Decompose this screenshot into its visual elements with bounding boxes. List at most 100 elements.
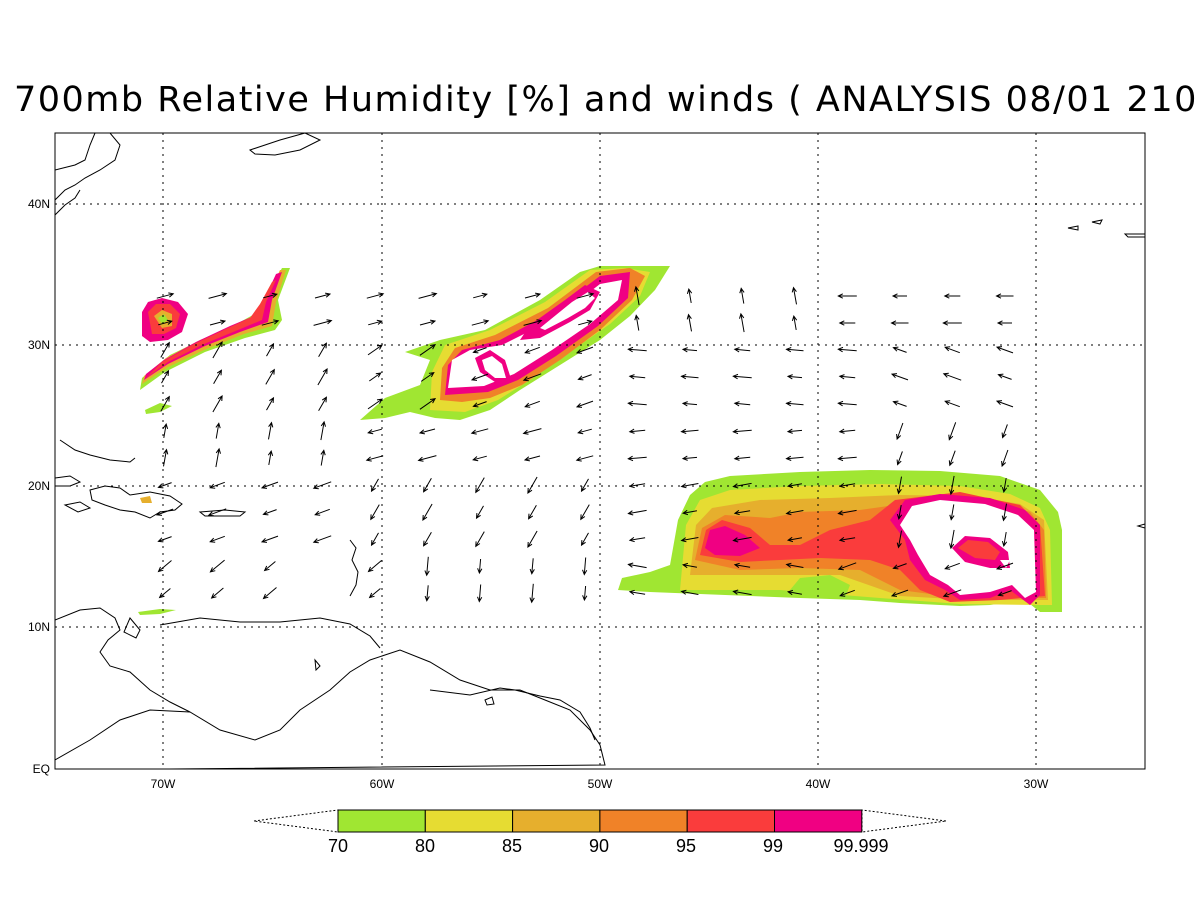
colorbar-swatch — [686, 809, 776, 833]
wind-arrow — [577, 374, 592, 381]
wind-arrow — [157, 482, 172, 489]
wind-arrow — [785, 347, 804, 353]
colorbar-swatch — [774, 809, 863, 833]
wind-arrow — [160, 341, 170, 358]
wind-arrow — [314, 508, 330, 516]
wind-arrow — [785, 401, 804, 407]
wind-arrow — [424, 556, 430, 577]
humidity-region-east-99 — [705, 526, 760, 556]
wind-arrow — [155, 508, 174, 516]
wind-arrow — [369, 372, 382, 382]
wind-arrow — [582, 585, 588, 602]
wind-arrow — [161, 369, 170, 384]
wind-arrow — [786, 374, 803, 380]
colorbar-label: 90 — [589, 836, 609, 856]
colorbar-swatch — [512, 809, 601, 833]
wind-arrow — [732, 482, 752, 489]
wind-arrow — [419, 319, 437, 326]
wind-arrow — [209, 481, 225, 489]
wind-arrow — [209, 535, 225, 543]
wind-arrow — [1001, 478, 1008, 494]
wind-arrow — [837, 509, 857, 516]
wind-arrow — [837, 562, 857, 571]
wind-arrow — [477, 584, 483, 603]
wind-arrow — [948, 450, 956, 467]
wind-arrow — [785, 510, 804, 516]
lon-label: 40W — [806, 777, 831, 791]
wind-arrow — [791, 286, 797, 305]
wind-arrow — [628, 536, 646, 543]
lat-label: 10N — [28, 620, 50, 634]
wind-arrow — [470, 428, 489, 435]
wind-arrow — [838, 482, 856, 489]
wind-arrow — [370, 504, 380, 521]
lat-label: 40N — [28, 197, 50, 211]
wind-arrow — [207, 508, 227, 517]
wind-arrow — [420, 371, 435, 382]
wind-arrow — [892, 400, 907, 407]
wind-arrow — [996, 320, 1012, 326]
wind-arrow — [524, 400, 540, 408]
wind-arrow — [577, 428, 592, 435]
wind-arrow — [680, 483, 699, 489]
wind-arrow — [262, 587, 277, 600]
wind-arrow — [680, 589, 699, 595]
wind-arrow — [896, 451, 903, 466]
wind-arrow — [472, 401, 487, 408]
wind-arrow — [314, 292, 332, 299]
lat-axis: EQ 10N 20N 30N 40N — [28, 197, 50, 776]
wind-arrow — [317, 368, 328, 386]
wind-arrow — [157, 560, 172, 573]
wind-arrow — [786, 536, 802, 543]
coastlines — [55, 133, 1145, 769]
wind-arrow — [681, 455, 698, 461]
wind-arrow — [896, 530, 902, 549]
wind-arrow — [732, 536, 752, 543]
wind-arrow — [370, 532, 379, 547]
wind-arrow — [837, 346, 857, 353]
wind-arrow — [367, 398, 383, 410]
wind-arrow — [634, 314, 640, 331]
wind-arrow — [318, 396, 327, 411]
wind-arrow — [949, 529, 955, 550]
wind-arrow — [162, 422, 169, 438]
wind-arrow — [215, 447, 221, 468]
wind-arrow — [995, 400, 1014, 408]
wind-arrow — [733, 562, 751, 569]
wind-arrow — [1001, 449, 1009, 468]
wind-arrow — [212, 395, 223, 413]
colorbar-right-extension — [861, 809, 947, 833]
wind-arrow — [418, 428, 436, 435]
wind-arrow — [160, 395, 170, 412]
colorbar-label: 95 — [676, 836, 696, 856]
plot-frame — [54, 132, 1146, 770]
lon-label: 70W — [151, 777, 176, 791]
wind-arrow — [261, 319, 280, 326]
wind-arrow — [942, 589, 962, 598]
wind-arrow — [368, 319, 383, 326]
wind-arrow — [265, 368, 275, 385]
wind-arrow — [578, 319, 593, 326]
lat-label: EQ — [33, 762, 50, 776]
wind-arrow — [268, 421, 274, 440]
wind-arrow — [838, 428, 856, 434]
colorbar-label: 99 — [763, 836, 783, 856]
wind-arrow — [524, 292, 542, 299]
wind-arrow — [470, 373, 489, 381]
colorbar-left-extension — [253, 809, 339, 833]
wind-arrow — [313, 319, 333, 326]
wind-arrow — [527, 530, 538, 548]
colorbar-label: 99.999 — [833, 836, 888, 856]
wind-arrow — [890, 373, 909, 381]
wind-arrow — [370, 478, 379, 493]
plot-area — [55, 133, 1145, 769]
wind-arrow — [997, 590, 1012, 597]
wind-arrow — [1001, 532, 1008, 548]
lon-label: 50W — [588, 777, 613, 791]
wind-arrow — [890, 320, 909, 326]
wind-arrow — [580, 478, 589, 493]
lat-lon-grid — [55, 133, 1145, 769]
wind-arrow — [262, 509, 277, 516]
wind-arrow — [837, 293, 857, 299]
wind-arrow — [208, 292, 228, 299]
